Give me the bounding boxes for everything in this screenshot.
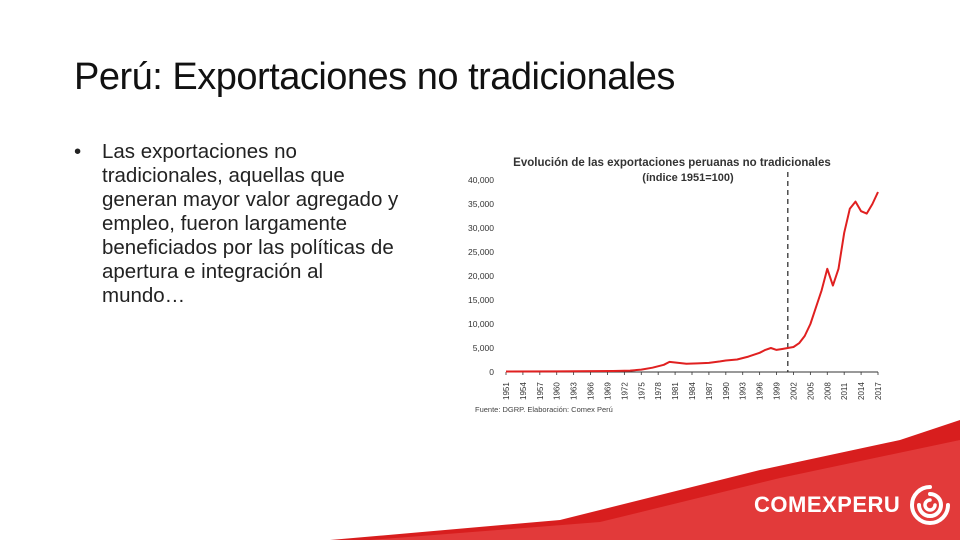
x-tick-label: 1954 <box>519 382 528 400</box>
x-tick-label: 1999 <box>773 382 782 400</box>
y-tick-label: 0 <box>489 367 494 377</box>
x-tick-label: 2017 <box>874 382 883 400</box>
plot-area <box>505 172 879 373</box>
x-tick-label: 1990 <box>722 382 731 400</box>
x-tick-label: 2011 <box>840 382 849 400</box>
y-tick-label: 15,000 <box>468 295 494 305</box>
x-axis: 1951 1954 1957 1960 1963 1966 1969 1972 1975 1978… <box>502 371 883 400</box>
bullet-text: Las exportaciones no tradicionales, aque… <box>102 140 454 308</box>
comexperu-swirl-icon <box>910 485 951 525</box>
x-tick-label: 1951 <box>502 382 511 400</box>
bullet-marker: • <box>74 140 82 163</box>
x-tick-label: 1963 <box>570 382 579 400</box>
bullet-line: tradicionales, aquellas que <box>102 164 345 187</box>
y-tick-label: 5,000 <box>473 343 495 353</box>
x-tick-label: 1993 <box>739 382 748 400</box>
chart-title: Evolución de las exportaciones peruanas … <box>513 157 831 169</box>
x-tick-label: 1972 <box>620 382 629 400</box>
x-tick-label: 1984 <box>688 382 697 400</box>
x-tick-label: 2002 <box>789 382 798 400</box>
bullet-item: • Las exportaciones no tradicionales, aq… <box>74 140 454 308</box>
x-tick-label: 1987 <box>705 382 714 400</box>
y-tick-label: 40,000 <box>468 175 494 185</box>
x-tick-label: 2008 <box>823 382 832 400</box>
x-tick-label: 1996 <box>756 382 765 400</box>
bullet-line: empleo, fueron largamente <box>102 212 348 235</box>
x-tick-label: 1957 <box>536 382 545 400</box>
x-tick-label: 2014 <box>857 382 866 400</box>
slide-title: Perú: Exportaciones no tradicionales <box>74 56 675 98</box>
x-tick-label: 1978 <box>654 382 663 400</box>
y-tick-label: 20,000 <box>468 271 494 281</box>
bullet-line: Las exportaciones no <box>102 140 297 163</box>
series-line <box>505 191 879 373</box>
y-tick-label: 35,000 <box>468 199 494 209</box>
x-tick-label: 2005 <box>806 382 815 400</box>
y-axis: 0 5,000 10,000 15,000 20,000 25,000 30,000 35,0… <box>468 175 494 377</box>
x-tick-label: 1981 <box>671 382 680 400</box>
bullet-line: beneficiados por las políticas de <box>102 236 394 259</box>
logo-text: COMEXPERU <box>754 492 901 517</box>
bullet-line: apertura e integración al <box>102 260 324 283</box>
x-tick-label: 1960 <box>553 382 562 400</box>
source-note: Fuente: DGRP. Elaboración: Comex Perú <box>475 405 613 414</box>
bullet-line: mundo… <box>102 284 186 307</box>
x-tick-label: 1975 <box>637 382 646 400</box>
x-tick-label: 1969 <box>603 382 612 400</box>
y-tick-label: 30,000 <box>468 223 494 233</box>
x-tick-label: 1966 <box>587 382 596 400</box>
bullet-list: • Las exportaciones no tradicionales, aq… <box>74 140 454 308</box>
y-tick-label: 25,000 <box>468 247 494 257</box>
bullet-line: generan mayor valor agregado y <box>102 188 399 211</box>
chart-subtitle: (índice 1951=100) <box>642 172 734 184</box>
comexperu-logo: COMEXPERU <box>754 480 952 530</box>
exports-line-chart: Evolución de las exportaciones peruanas … <box>468 157 883 414</box>
y-tick-label: 10,000 <box>468 319 494 329</box>
